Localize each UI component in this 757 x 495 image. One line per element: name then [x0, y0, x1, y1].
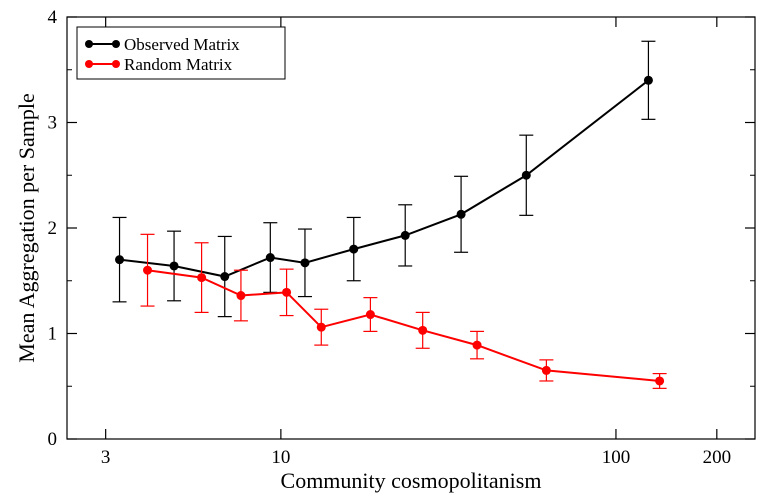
y-tick-label: 0 — [48, 429, 58, 450]
data-point — [456, 209, 466, 219]
y-axis-ticks: 0 1 2 3 4 — [48, 7, 755, 450]
data-point — [300, 258, 310, 268]
series-layer — [112, 40, 667, 389]
legend-marker-observed-right — [112, 40, 120, 48]
y-tick-label: 1 — [48, 324, 58, 345]
data-point — [236, 291, 246, 301]
data-point — [115, 255, 125, 265]
data-point — [197, 273, 207, 283]
legend-marker-random-left — [85, 60, 93, 68]
data-point — [316, 322, 326, 332]
data-point — [282, 287, 292, 297]
data-point — [400, 230, 410, 240]
series-line — [119, 79, 650, 278]
y-tick-label: 3 — [48, 113, 58, 134]
y-tick-label: 2 — [48, 218, 58, 239]
data-point — [472, 340, 482, 350]
series-line — [147, 269, 660, 382]
legend-label-observed: Observed Matrix — [124, 35, 240, 54]
data-point — [349, 244, 359, 254]
y-tick-label: 4 — [48, 7, 58, 28]
legend-marker-observed-left — [85, 40, 93, 48]
data-point — [655, 376, 665, 386]
series-random — [140, 233, 667, 389]
legend: Observed Matrix Random Matrix — [76, 26, 286, 80]
x-axis-ticks: 3 10 100 200 — [101, 17, 731, 468]
data-point — [643, 75, 653, 85]
y-axis-title: Mean Aggregation per Sample — [14, 93, 39, 362]
data-point — [143, 265, 153, 275]
x-tick-label: 200 — [703, 447, 732, 468]
legend-item-random: Random Matrix — [85, 55, 233, 74]
data-point — [365, 310, 375, 320]
legend-box — [76, 26, 286, 80]
legend-label-random: Random Matrix — [124, 55, 233, 74]
series-observed — [112, 40, 656, 318]
data-point — [265, 253, 275, 263]
legend-item-observed: Observed Matrix — [85, 35, 240, 54]
data-point — [220, 272, 230, 282]
x-axis-title: Community cosmopolitanism — [281, 468, 542, 493]
legend-marker-random-right — [112, 60, 120, 68]
data-point — [418, 325, 428, 335]
data-point — [541, 365, 551, 375]
x-tick-label: 3 — [101, 447, 111, 468]
x-tick-label: 100 — [602, 447, 631, 468]
data-point — [521, 170, 531, 180]
x-tick-label: 10 — [271, 447, 290, 468]
data-point — [169, 261, 179, 271]
